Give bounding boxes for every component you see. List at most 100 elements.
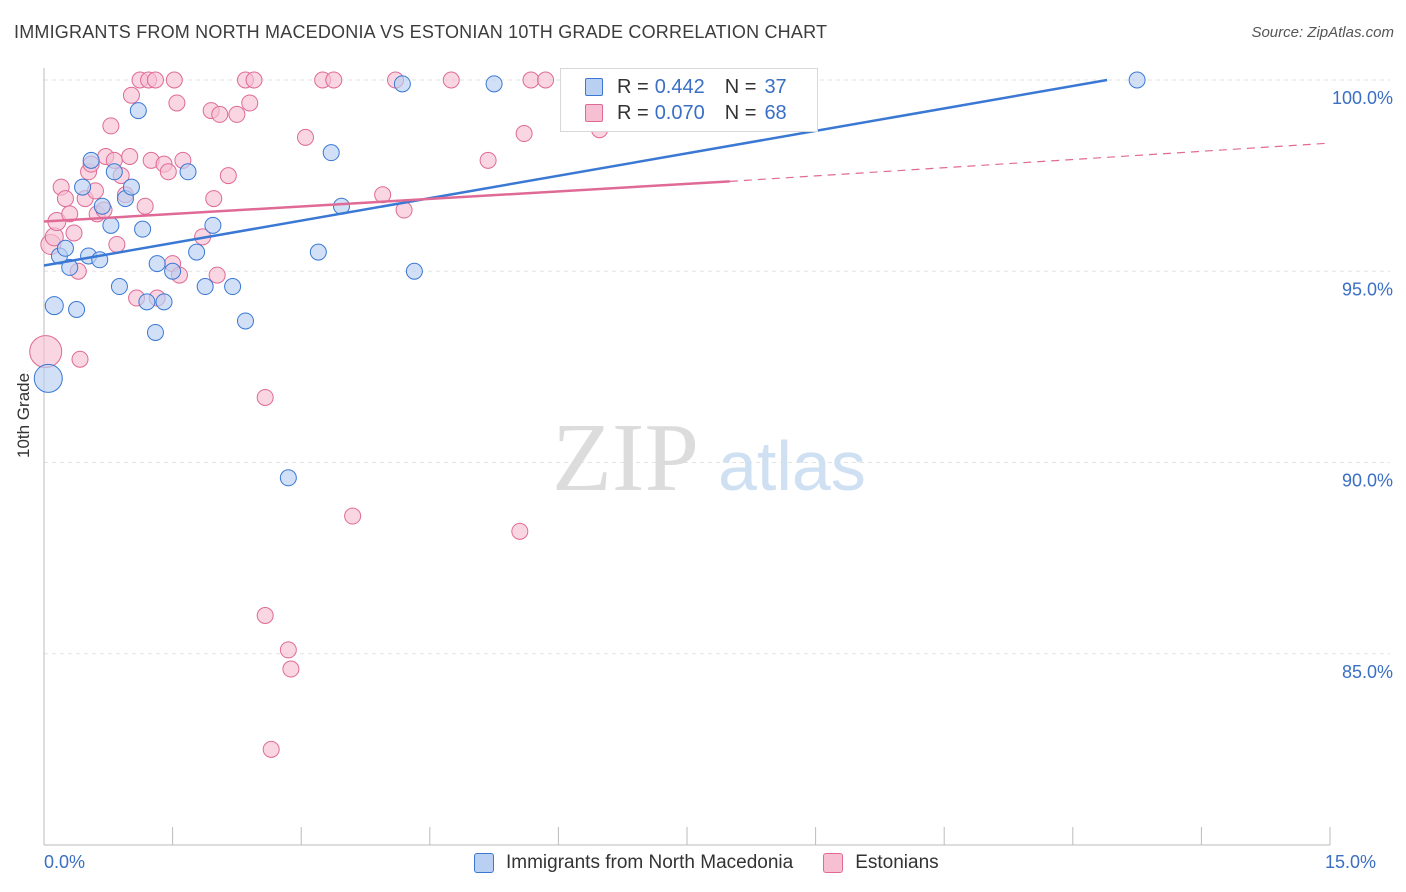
data-point [205,190,223,208]
data-point [208,266,226,284]
data-point [279,469,297,487]
data-point [179,163,197,181]
data-point [29,335,63,369]
data-point [93,197,111,215]
north-macedonia-points [33,71,1146,487]
stats-legend: R = 0.442 N = 37 R = 0.070 N = 68 [560,68,818,132]
data-point [537,71,555,89]
gridlines [44,79,1390,655]
data-point [102,216,120,234]
data-point [33,363,63,393]
legend-item-north-macedonia[interactable]: Immigrants from North Macedonia [474,852,793,874]
data-point [71,350,89,368]
r-value: 0.070 [654,101,705,124]
data-point [61,205,79,223]
data-point [165,71,183,89]
data-point [61,258,79,276]
source-label: Source: ZipAtlas.com [1251,24,1394,41]
trend-lines [43,78,1331,267]
n-label: N = [724,101,757,124]
data-point [102,117,120,135]
data-point [344,507,362,525]
watermark: ZIP atlas [552,404,866,512]
data-point [309,243,327,261]
data-point [108,235,126,253]
data-point [1128,71,1146,89]
r-label: R = [617,75,649,98]
data-point [322,144,340,162]
data-point [44,296,64,316]
r-label: R = [617,101,649,124]
stats-row-north-macedonia: R = 0.442 N = 37 [585,74,787,100]
data-point [138,293,156,311]
data-point [134,220,152,238]
data-point [204,216,222,234]
pink-swatch [585,104,603,122]
data-point [522,71,540,89]
pink-swatch [823,853,844,873]
x-tick-min: 0.0% [44,852,86,872]
data-point [262,740,280,758]
r-value: 0.442 [654,75,705,98]
data-point [196,278,214,296]
data-point [442,71,460,89]
data-point [228,105,246,123]
n-value: 37 [764,75,787,98]
legend-label: Estonians [855,852,939,873]
data-point [74,178,92,196]
data-point [405,262,423,280]
data-point [256,607,274,624]
data-point [168,94,186,112]
axes [43,68,1331,846]
data-point [164,262,182,280]
data-point [65,224,83,242]
legend-item-estonians[interactable]: Estonians [823,852,939,874]
y-tick-label: 90.0% [1342,471,1393,491]
data-point [224,278,242,296]
blue-swatch [474,853,494,873]
y-tick-label: 85.0% [1342,662,1393,682]
data-point [146,71,164,89]
n-label: N = [724,75,757,98]
data-point [159,163,177,181]
data-point [219,167,237,185]
data-point [105,163,123,181]
data-point [479,151,497,169]
data-point [485,75,503,93]
x-tick-max: 15.0% [1325,852,1377,872]
legend-label: Immigrants from North Macedonia [506,852,794,873]
trend-line-estonians [43,180,730,223]
data-point [296,128,314,146]
y-tick-label: 95.0% [1342,279,1393,299]
data-point [146,323,164,341]
chart-title: IMMIGRANTS FROM NORTH MACEDONIA VS ESTON… [14,22,828,42]
data-point [282,660,300,678]
data-point [241,94,259,112]
data-point [245,71,263,89]
watermark-atlas: atlas [718,427,866,505]
stats-row-estonians: R = 0.070 N = 68 [585,100,787,126]
data-point [279,641,297,659]
data-point [256,388,274,406]
watermark-zip: ZIP [552,404,699,512]
n-value: 68 [764,101,787,124]
data-point [82,151,100,169]
series-legend: Immigrants from North Macedonia Estonian… [474,852,969,874]
data-point [56,190,74,208]
data-point [236,312,254,330]
y-tick-labels: 85.0% 90.0% 95.0% 100.0% [1332,88,1393,682]
data-point [122,86,140,104]
data-point [155,293,173,311]
data-point [122,178,140,196]
data-point [393,75,411,93]
data-point [129,102,147,120]
blue-swatch [585,78,603,96]
data-point [68,301,86,318]
data-point [211,105,229,123]
data-point [188,243,206,261]
y-tick-label: 100.0% [1332,88,1393,108]
data-point [110,278,128,296]
trend-line-north-macedonia [43,78,1108,267]
data-point [56,239,74,257]
